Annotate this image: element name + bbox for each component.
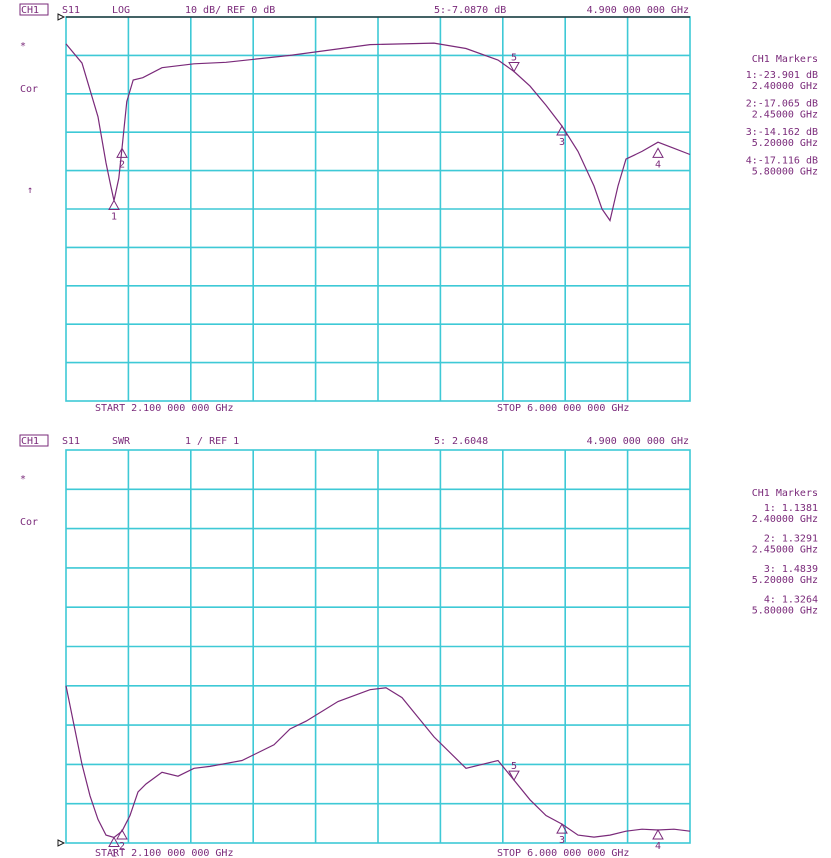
marker-1-label: 1 [111,212,117,223]
marker-2-value: 2: 1.3291 [764,534,818,545]
channel-box [19,3,49,16]
marker-1-label: 1 [111,848,117,858]
marker-4-label: 4 [655,841,661,852]
marker-1-frequency: 2.40000 GHz [752,81,818,92]
marker-5-label: 5 [511,53,517,64]
active-marker-readout: 5:-7.0870 dB [434,5,506,16]
marker-4-icon [652,147,664,158]
marker-3-icon [556,125,568,136]
markers-panel-title: CH1 Markers [752,488,818,499]
scale-label: 1 / REF 1 [185,436,239,447]
marker-2-label: 2 [119,841,125,852]
marker-1-icon [108,199,120,211]
channel-label: CH1 [21,5,39,16]
active-marker-frequency: 4.900 000 000 GHz [587,5,689,16]
marker-3-icon [556,823,568,834]
marker-4-icon [652,829,664,840]
marker-1-icon [108,836,120,847]
markers-panel-title: CH1 Markers [752,54,818,65]
marker-4-frequency: 5.80000 GHz [752,606,818,617]
reference-arrow-icon: ↑ [27,185,33,196]
marker-5-label: 5 [511,761,517,772]
marker-4-label: 4 [655,159,661,170]
stop-frequency-label: STOP 6.000 000 000 GHz [497,848,629,858]
format-label: SWR [112,436,131,447]
marker-3-label: 3 [559,137,565,148]
marker-4-value: 4:-17.116 dB [746,156,818,167]
start-frequency-label: START 2.100 000 000 GHz [95,848,233,858]
marker-1-frequency: 2.40000 GHz [752,514,818,525]
param-label: S11 [62,5,80,16]
marker-2-frequency: 2.45000 GHz [752,545,818,556]
marker-3-value: 3: 1.4839 [764,564,818,575]
asterisk-indicator: * [20,41,26,52]
marker-1-value: 1: 1.1381 [764,503,818,514]
marker-1-value: 1:-23.901 dB [746,70,818,81]
correction-indicator: Cor [20,517,38,528]
marker-3-value: 3:-14.162 dB [746,127,818,138]
scale-label: 10 dB/ REF 0 dB [185,5,275,16]
channel-box [19,434,49,447]
marker-2-frequency: 2.45000 GHz [752,110,818,121]
marker-3-frequency: 5.20000 GHz [752,575,818,586]
marker-3-label: 3 [559,835,565,846]
marker-2-value: 2:-17.065 dB [746,99,818,110]
marker-5-icon [508,62,520,73]
marker-2-icon [116,147,128,158]
format-label: LOG [112,5,130,16]
marker-5-icon [508,770,520,782]
active-marker-readout: 5: 2.6048 [434,436,488,447]
trace-line [65,42,691,222]
correction-indicator: Cor [20,84,38,95]
reference-marker-icon [57,13,66,21]
marker-3-frequency: 5.20000 GHz [752,138,818,149]
reference-marker-icon [57,839,66,847]
param-label: S11 [62,436,80,447]
marker-4-value: 4: 1.3264 [764,595,818,606]
active-marker-frequency: 4.900 000 000 GHz [587,436,689,447]
start-frequency-label: START 2.100 000 000 GHz [95,403,233,414]
marker-2-icon [116,829,128,840]
asterisk-indicator: * [20,474,26,485]
stop-frequency-label: STOP 6.000 000 000 GHz [497,403,629,414]
channel-label: CH1 [21,436,39,447]
marker-4-frequency: 5.80000 GHz [752,167,818,178]
trace-line [65,685,691,839]
marker-2-label: 2 [119,159,125,170]
